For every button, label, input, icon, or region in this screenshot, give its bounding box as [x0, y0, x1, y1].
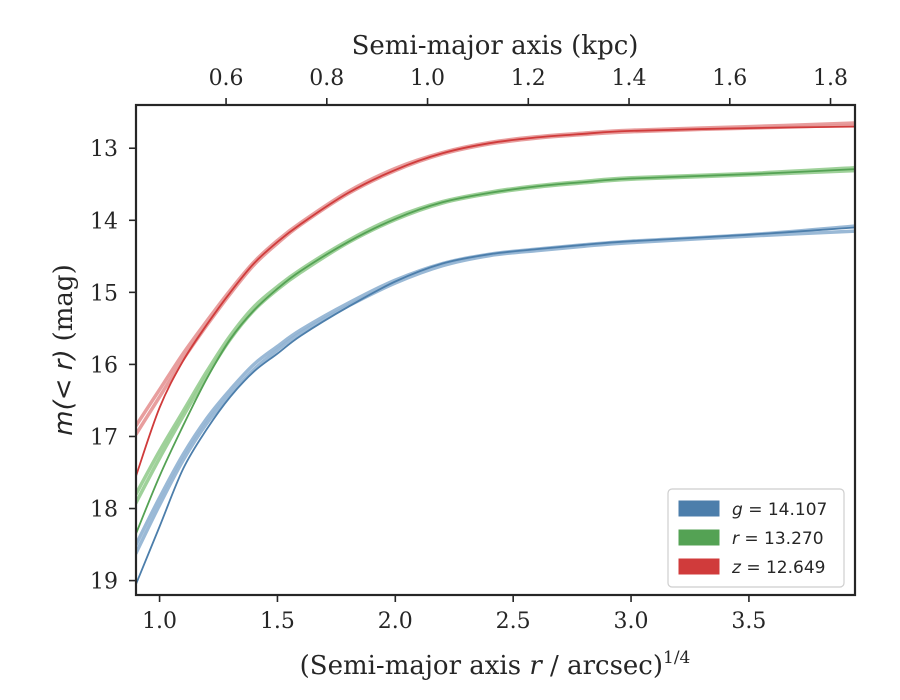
top-tick-label: 1.4 — [612, 66, 647, 91]
top-tick-label: 0.6 — [209, 66, 244, 91]
legend-label-r: r = 13.270 — [732, 529, 824, 549]
x-tick-label: 1.5 — [260, 609, 295, 634]
band-lower-z — [136, 123, 855, 437]
y-tick-label: 17 — [90, 425, 118, 450]
model-line-r — [136, 168, 855, 535]
y-tick-label: 14 — [90, 209, 118, 234]
legend-swatch-g — [678, 500, 720, 517]
band-lower-r — [136, 168, 855, 505]
model-lines — [136, 125, 855, 585]
y-axis-ticks: 13 14 15 16 17 18 19 — [90, 137, 136, 595]
x-tick-label: 3.0 — [614, 609, 649, 634]
x-tick-label: 1.0 — [142, 609, 177, 634]
y-tick-label: 16 — [90, 353, 118, 378]
plot-frame — [134, 103, 857, 597]
x-tick-label: 2.0 — [378, 609, 413, 634]
legend-label-g: g = 14.107 — [732, 500, 827, 520]
y-tick-label: 18 — [90, 498, 118, 523]
top-axis-label: Semi-major axis (kpc) — [352, 31, 639, 61]
x-axis-ticks: 1.0 1.5 2.0 2.5 3.0 3.5 — [142, 595, 766, 634]
model-line-z — [136, 125, 855, 477]
y-tick-label: 13 — [90, 137, 118, 162]
top-tick-label: 1.0 — [410, 66, 445, 91]
top-tick-label: 0.8 — [309, 66, 344, 91]
model-line-g — [136, 226, 855, 585]
top-tick-label: 1.8 — [813, 66, 848, 91]
x-axis-label: (Semi-major axis r / arcsec)1/4 — [300, 648, 691, 681]
top-axis-ticks: 0.6 0.8 1.0 1.2 1.4 1.6 1.8 — [209, 66, 848, 105]
y-axis-label: m(< r)(mag) — [49, 264, 79, 435]
y-tick-label: 15 — [90, 281, 118, 306]
legend-swatch-r — [678, 529, 720, 546]
legend-label-z: z = 12.649 — [731, 558, 825, 578]
legend: g = 14.107 r = 13.270 z = 12.649 — [667, 488, 845, 588]
legend-swatch-z — [678, 558, 720, 575]
x-tick-label: 3.5 — [731, 609, 766, 634]
band-upper-r — [136, 165, 855, 496]
top-tick-label: 1.6 — [712, 66, 747, 91]
x-tick-label: 2.5 — [496, 609, 531, 634]
top-tick-label: 1.2 — [511, 66, 546, 91]
y-tick-label: 19 — [90, 570, 118, 595]
